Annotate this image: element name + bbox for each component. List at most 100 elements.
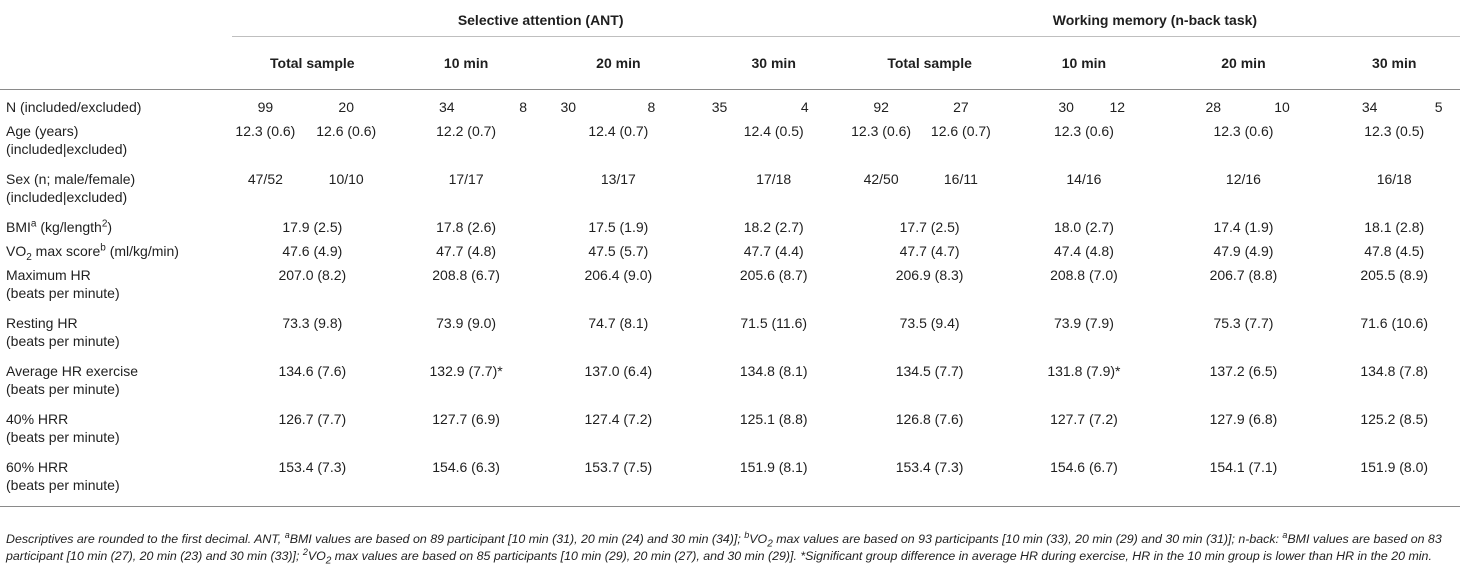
table-cell: 12.6 (0.7) — [930, 123, 991, 139]
table-cell: 131.8 (7.9)* — [1047, 363, 1121, 379]
row-label: N (included/excluded) — [6, 99, 142, 115]
table-cell: 134.8 (7.8) — [1360, 363, 1429, 379]
table-cell: 208.8 (6.7) — [432, 267, 500, 283]
row-label: Average HR exercise (beats per minute) — [6, 363, 139, 397]
table-row: 40% HRR (beats per minute) 126.7 (7.7) 12… — [0, 408, 1460, 456]
table-cell: 30 — [1058, 99, 1074, 115]
table-cell: 12.4 (0.7) — [588, 123, 649, 139]
table-cell: 12.3 (0.6) — [235, 123, 296, 139]
group-header-ant: Selective attention (ANT) — [231, 4, 850, 37]
table-cell: 17/18 — [756, 171, 792, 187]
table-cell: 12.2 (0.7) — [436, 123, 497, 139]
table-cell: 13/17 — [600, 171, 636, 187]
table-cell: 12.3 (0.5) — [1364, 123, 1425, 139]
table-cell: 71.5 (11.6) — [740, 315, 808, 331]
table-cell: 12.3 (0.6) — [1053, 123, 1114, 139]
table-row: Age (years) (included|excluded) 12.3 (0.6… — [0, 120, 1460, 168]
table-cell: 42/50 — [863, 171, 899, 187]
descriptives-table: Selective attention (ANT) Working memory… — [0, 4, 1460, 507]
row-label: Sex (n; male/female) (included|excluded) — [6, 171, 136, 205]
table-cell: 154.6 (6.7) — [1009, 456, 1159, 507]
table-cell: 17.8 (2.6) — [436, 219, 497, 235]
row-label: Age (years) (included|excluded) — [6, 123, 128, 157]
table-footnote: Descriptives are rounded to the first de… — [6, 529, 1442, 567]
table-cell: 206.4 (9.0) — [584, 267, 653, 283]
table-cell: 134.8 (8.1) — [739, 363, 808, 379]
table-cell: 47.4 (4.8) — [1053, 243, 1114, 259]
table-cell: 153.7 (7.5) — [539, 456, 698, 507]
table-row: Resting HR (beats per minute) 73.3 (9.8) … — [0, 312, 1460, 360]
table-cell: 18.1 (2.8) — [1364, 219, 1425, 235]
col-header: 30 min — [1328, 36, 1460, 90]
table-cell: 71.6 (10.6) — [1360, 315, 1429, 331]
table-cell: 137.2 (6.5) — [1209, 363, 1278, 379]
table-cell: 151.9 (8.0) — [1328, 456, 1460, 507]
table-cell: 47.7 (4.4) — [743, 243, 804, 259]
col-header: 20 min — [539, 36, 698, 90]
table-cell: 18.2 (2.7) — [743, 219, 804, 235]
table-cell: 16/18 — [1376, 171, 1412, 187]
table-cell: 207.0 (8.2) — [278, 267, 347, 283]
table-cell: 12 — [1109, 99, 1126, 115]
table-cell: 12.3 (0.6) — [851, 123, 912, 139]
table-cell: 8 — [519, 99, 528, 115]
table-cell: 99 — [257, 99, 274, 115]
table-cell: 14/16 — [1066, 171, 1102, 187]
row-label: BMIa (kg/length2) — [6, 218, 113, 235]
table-cell: 12.4 (0.5) — [743, 123, 804, 139]
table-cell: 74.7 (8.1) — [588, 315, 649, 331]
table-row: Average HR exercise (beats per minute) 13… — [0, 360, 1460, 408]
table-cell: 205.5 (8.9) — [1360, 267, 1429, 283]
col-header: 20 min — [1158, 36, 1329, 90]
table-cell: 18.0 (2.7) — [1053, 219, 1114, 235]
table-cell: 151.9 (8.1) — [697, 456, 850, 507]
table-cell: 205.6 (8.7) — [739, 267, 808, 283]
row-label: Resting HR (beats per minute) — [6, 315, 120, 349]
table-cell: 12.6 (0.6) — [316, 123, 377, 139]
table-cell: 154.1 (7.1) — [1158, 456, 1329, 507]
table-row: 60% HRR (beats per minute) 153.4 (7.3) 15… — [0, 456, 1460, 507]
row-label: VO2 max scoreb (ml/kg/min) — [6, 242, 179, 263]
col-header: 10 min — [1009, 36, 1159, 90]
table-cell: 8 — [647, 99, 656, 115]
table-cell: 47.8 (4.5) — [1364, 243, 1425, 259]
table-cell: 34 — [439, 99, 455, 115]
table-cell: 47.5 (5.7) — [588, 243, 649, 259]
table-cell: 73.9 (7.9) — [1053, 315, 1114, 331]
sub-header-row: Total sample 10 min 20 min 30 min Total … — [0, 36, 1460, 90]
table-cell: 206.9 (8.3) — [895, 267, 964, 283]
table-cell: 17/17 — [448, 171, 484, 187]
table-cell: 154.6 (6.3) — [393, 456, 540, 507]
table-cell: 126.7 (7.7) — [278, 411, 347, 427]
table-cell: 153.4 (7.3) — [231, 456, 394, 507]
table-cell: 47/52 — [247, 171, 283, 187]
col-header: 10 min — [393, 36, 540, 90]
table-cell: 35 — [711, 99, 728, 115]
table-cell: 16/11 — [943, 171, 978, 187]
table-cell: 10 — [1274, 99, 1290, 115]
table-cell: 73.5 (9.4) — [899, 315, 960, 331]
group-header-nback: Working memory (n-back task) — [849, 4, 1460, 37]
table-cell: 208.8 (7.0) — [1050, 267, 1118, 283]
table-row: N (included/excluded) 99 20 34 8 30 8 35… — [0, 90, 1460, 121]
table-cell: 153.4 (7.3) — [849, 456, 1010, 507]
table-cell: 5 — [1434, 99, 1443, 115]
table-cell: 137.0 (6.4) — [584, 363, 653, 379]
group-header-row: Selective attention (ANT) Working memory… — [0, 4, 1460, 37]
table-cell: 47.9 (4.9) — [1213, 243, 1274, 259]
row-label: Maximum HR (beats per minute) — [6, 267, 120, 301]
table-cell: 206.7 (8.8) — [1209, 267, 1278, 283]
table-cell: 12/16 — [1225, 171, 1261, 187]
table-cell: 73.3 (9.8) — [282, 315, 343, 331]
table-cell: 28 — [1205, 99, 1222, 115]
table-cell: 127.4 (7.2) — [584, 411, 653, 427]
table-row: Sex (n; male/female) (included|excluded) … — [0, 168, 1460, 216]
table-cell: 127.7 (7.2) — [1050, 411, 1118, 427]
row-label: 40% HRR (beats per minute) — [6, 411, 120, 445]
table-cell: 125.1 (8.8) — [739, 411, 808, 427]
table-cell: 17.4 (1.9) — [1213, 219, 1274, 235]
col-header: Total sample — [231, 36, 394, 90]
table-cell: 127.7 (6.9) — [432, 411, 500, 427]
table-cell: 132.9 (7.7)* — [429, 363, 503, 379]
